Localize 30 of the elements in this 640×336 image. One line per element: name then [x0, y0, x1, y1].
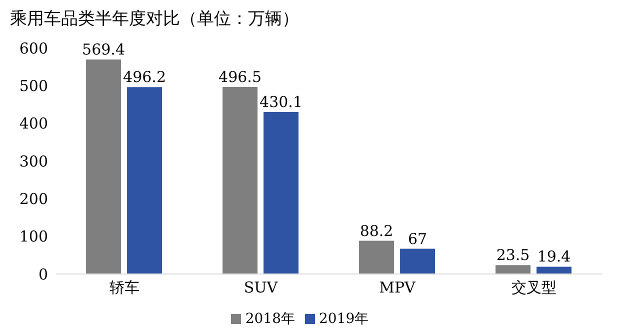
- legend-label: 2019年: [319, 311, 369, 327]
- bar: [496, 265, 531, 274]
- y-tick-label: 600: [19, 39, 48, 58]
- bar: [222, 86, 258, 274]
- bar: [536, 266, 572, 274]
- data-label: 496.2: [123, 68, 166, 86]
- data-label: 88.2: [360, 222, 394, 240]
- bar: [400, 248, 436, 274]
- y-tick-label: 500: [19, 76, 48, 95]
- bar: [264, 112, 299, 274]
- y-tick-label: 0: [38, 265, 48, 284]
- data-label: 569.4: [82, 40, 126, 59]
- data-label: 430.1: [260, 92, 303, 111]
- x-tick-label: 交叉型: [511, 278, 556, 297]
- bar: [359, 240, 394, 274]
- chart-title: 乘用车品类半年度对比（单位：万辆）: [9, 8, 300, 31]
- bar: [127, 87, 162, 274]
- y-tick-label: 300: [19, 152, 48, 170]
- data-label: 19.4: [537, 248, 571, 266]
- y-tick-label: 100: [19, 228, 48, 246]
- x-tick-label: SUV: [244, 278, 279, 297]
- y-tick-label: 200: [19, 190, 48, 208]
- y-tick-label: 400: [19, 114, 48, 133]
- legend-label: 2018年: [245, 311, 295, 327]
- data-label: 496.5: [218, 68, 262, 86]
- x-tick-label: MPV: [379, 278, 417, 297]
- x-tick-label: 轿车: [109, 278, 140, 297]
- data-label: 67: [408, 230, 428, 248]
- bar: [86, 60, 122, 274]
- data-label: 23.5: [496, 246, 530, 264]
